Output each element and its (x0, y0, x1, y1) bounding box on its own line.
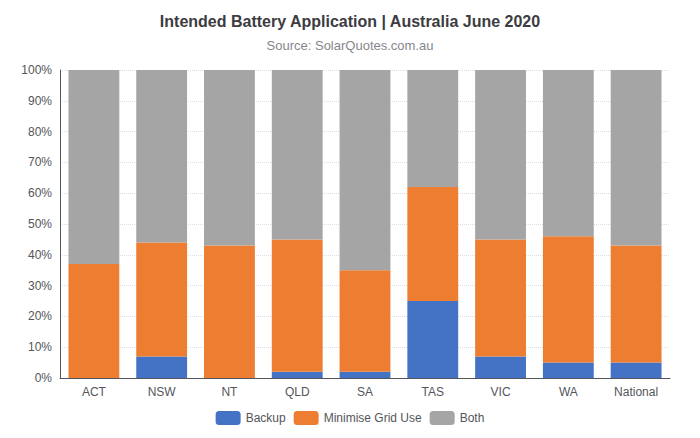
svg-text:40%: 40% (28, 248, 52, 262)
svg-text:TAS: TAS (422, 385, 444, 399)
svg-text:90%: 90% (28, 94, 52, 108)
svg-text:WA: WA (559, 385, 578, 399)
svg-text:10%: 10% (28, 340, 52, 354)
svg-text:Both: Both (460, 411, 485, 425)
svg-text:60%: 60% (28, 186, 52, 200)
svg-text:SA: SA (357, 385, 373, 399)
svg-text:70%: 70% (28, 155, 52, 169)
svg-text:Backup: Backup (246, 411, 286, 425)
svg-text:Minimise Grid Use: Minimise Grid Use (324, 411, 422, 425)
svg-text:QLD: QLD (285, 385, 310, 399)
svg-text:ACT: ACT (82, 385, 107, 399)
svg-text:50%: 50% (28, 217, 52, 231)
svg-text:National: National (614, 385, 658, 399)
svg-text:100%: 100% (21, 63, 52, 77)
svg-text:NSW: NSW (148, 385, 177, 399)
svg-text:NT: NT (221, 385, 238, 399)
svg-text:80%: 80% (28, 125, 52, 139)
svg-text:VIC: VIC (491, 385, 511, 399)
svg-text:Source: SolarQuotes.com.au: Source: SolarQuotes.com.au (267, 38, 434, 53)
svg-text:0%: 0% (35, 371, 53, 385)
svg-text:30%: 30% (28, 279, 52, 293)
svg-text:20%: 20% (28, 309, 52, 323)
svg-text:Intended Battery Application |: Intended Battery Application | Australia… (160, 13, 540, 30)
